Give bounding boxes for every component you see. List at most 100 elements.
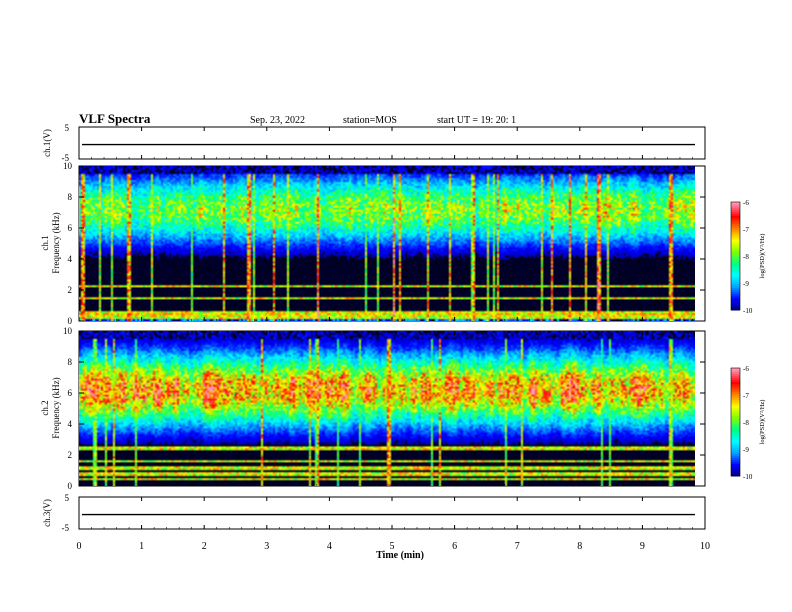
colorbar-segment	[731, 420, 740, 423]
colorbar-segment	[731, 374, 740, 377]
colorbar-segment	[731, 444, 740, 447]
xtick-label: 1	[139, 541, 144, 552]
colorbar-segment	[731, 402, 740, 405]
colorbar-segment	[731, 262, 740, 265]
colorbar-segment	[731, 268, 740, 271]
xtick-label: 3	[264, 541, 269, 552]
colorbar-segment	[731, 238, 740, 241]
ytick-label: 2	[68, 285, 73, 295]
ytick-label: 8	[68, 192, 73, 202]
colorbar-segment	[731, 386, 740, 389]
ch3-ytick-bottom: -5	[62, 523, 70, 533]
colorbar-segment	[731, 220, 740, 223]
ch1-colorbar: -6 -7 -8 -9 -10 log(PSD)(V²/Hz)	[730, 199, 766, 315]
colorbar-segment	[731, 302, 740, 305]
colorbar-segment	[731, 432, 740, 435]
colorbar-segment	[731, 458, 740, 461]
colorbar-segment	[731, 206, 740, 209]
colorbar-frame	[730, 201, 741, 311]
colorbar-segment	[731, 240, 740, 243]
colorbar-segment	[731, 292, 740, 295]
ch3-ytick-top: 5	[65, 493, 70, 503]
ch2-spectrogram-image	[79, 331, 695, 486]
colorbar-segment	[731, 278, 740, 281]
colorbar-tick-label: -9	[743, 280, 749, 288]
colorbar-segment	[731, 394, 740, 397]
colorbar-segment	[731, 410, 740, 413]
colorbar-segment	[731, 462, 740, 465]
colorbar-segment	[731, 212, 740, 215]
ch2-spectrogram-ylabel-channel: ch.2	[40, 400, 50, 415]
colorbar-segment	[731, 264, 740, 267]
colorbar-tick-label: -7	[743, 392, 749, 400]
colorbar-segment	[731, 414, 740, 417]
ch3-voltage-panel: 5 -5 ch.3(V)	[42, 493, 706, 533]
colorbar-segment	[731, 256, 740, 259]
colorbar-segment	[731, 274, 740, 277]
colorbar-segment	[731, 412, 740, 415]
xtick-label: 8	[577, 541, 582, 552]
colorbar-segment	[731, 400, 740, 403]
colorbar-segment	[731, 472, 740, 475]
colorbar-segment	[731, 448, 740, 451]
colorbar-segment	[731, 308, 740, 311]
xtick-label: 10	[700, 541, 710, 552]
colorbar-segment	[731, 296, 740, 299]
colorbar-segment	[731, 428, 740, 431]
xtick-label: 0	[77, 541, 82, 552]
ch1-voltage-ylabel: ch.1(V)	[42, 129, 52, 157]
colorbar-segment	[731, 286, 740, 289]
ytick-label: 0	[68, 316, 73, 326]
colorbar-segment	[731, 392, 740, 395]
colorbar-segment	[731, 426, 740, 429]
xtick-label: 6	[452, 541, 457, 552]
colorbar-segment	[731, 380, 740, 383]
colorbar-segment	[731, 408, 740, 411]
colorbar-segment	[731, 422, 740, 425]
colorbar-segment	[731, 272, 740, 275]
colorbar-segment	[731, 434, 740, 437]
colorbar-segment	[731, 424, 740, 427]
ch1-spectrogram-ylabel-frequency: Frequency (kHz)	[51, 212, 61, 273]
colorbar-segment	[731, 288, 740, 291]
colorbar-tick-label: -8	[743, 419, 749, 427]
colorbar-segment	[731, 232, 740, 235]
ytick-label: 0	[68, 481, 73, 491]
colorbar-segment	[731, 470, 740, 473]
colorbar-tick-label: -6	[743, 365, 749, 373]
colorbar-segment	[731, 228, 740, 231]
colorbar-segment	[731, 282, 740, 285]
ytick-label: 4	[68, 254, 73, 264]
colorbar-segment	[731, 468, 740, 471]
colorbar-segment	[731, 384, 740, 387]
ch1-ytick-bottom: -5	[62, 153, 70, 163]
colorbar-segment	[731, 218, 740, 221]
colorbar-tick-label: -6	[743, 199, 749, 207]
ytick-label: 6	[68, 223, 73, 233]
figure-title: VLF Spectra	[79, 111, 151, 126]
colorbar-segment	[731, 216, 740, 219]
colorbar-segment	[731, 368, 740, 371]
colorbar-segment	[731, 226, 740, 229]
xtick-label: 5	[390, 541, 395, 552]
ch2-colorbar: -6 -7 -8 -9 -10 log(PSD)(V²/Hz)	[730, 365, 766, 481]
xtick-label: 9	[640, 541, 645, 552]
colorbar-segment	[731, 280, 740, 283]
colorbar-segment	[731, 298, 740, 301]
time-axis: 0 1 2 3 4 5 6 7 8 9 10	[77, 127, 710, 552]
colorbar-segment	[731, 204, 740, 207]
colorbar-segment	[731, 440, 740, 443]
colorbar-segment	[731, 464, 740, 467]
colorbar-segment	[731, 454, 740, 457]
ytick-label: 8	[68, 357, 73, 367]
colorbar-segment	[731, 254, 740, 257]
colorbar-segment	[731, 236, 740, 239]
colorbar-segment	[731, 246, 740, 249]
colorbar-segment	[731, 258, 740, 261]
xtick-label: 2	[202, 541, 207, 552]
colorbar-segment	[731, 466, 740, 469]
colorbar-segment	[731, 404, 740, 407]
ytick-label: 10	[63, 326, 73, 336]
colorbar-segment	[731, 416, 740, 419]
colorbar-segment	[731, 224, 740, 227]
